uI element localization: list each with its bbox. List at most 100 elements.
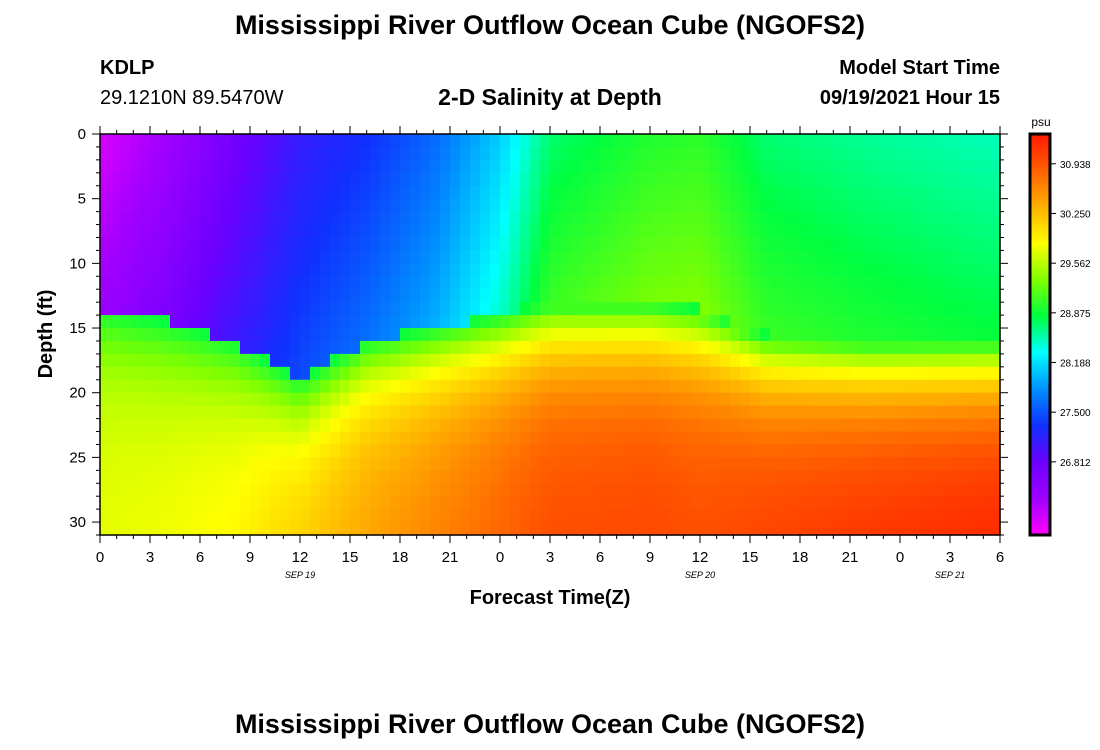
- heatmap-cell: [620, 237, 631, 252]
- heatmap-cell: [770, 496, 781, 510]
- heatmap-cell: [720, 250, 731, 264]
- heatmap-cell: [610, 340, 621, 355]
- heatmap-cell: [370, 159, 381, 174]
- heatmap-cell: [600, 250, 611, 264]
- heatmap-cell: [570, 340, 581, 355]
- heatmap-cell: [690, 159, 701, 174]
- heatmap-cell: [330, 134, 341, 148]
- heatmap-cell: [250, 302, 261, 316]
- heatmap-cell: [940, 457, 951, 471]
- heatmap-cell: [550, 470, 561, 484]
- heatmap-cell: [650, 289, 661, 303]
- x-tick-label: 0: [896, 549, 904, 566]
- heatmap-cell: [550, 340, 561, 355]
- heatmap-cell: [520, 263, 531, 277]
- heatmap-cell: [990, 496, 1001, 510]
- heatmap-cell: [920, 172, 931, 187]
- heatmap-cell: [440, 392, 451, 407]
- heatmap-cell: [590, 340, 601, 355]
- heatmap-cell: [920, 379, 931, 394]
- heatmap-cell: [410, 185, 421, 200]
- heatmap-cell: [100, 224, 111, 239]
- heatmap-cell: [430, 444, 441, 458]
- heatmap-cell: [380, 457, 391, 471]
- heatmap-cell: [690, 457, 701, 471]
- heatmap-cell: [840, 159, 851, 174]
- heatmap-cell: [160, 276, 171, 290]
- heatmap-cell: [940, 392, 951, 407]
- heatmap-cell: [740, 276, 751, 290]
- heatmap-cell: [990, 211, 1001, 226]
- heatmap-cell: [150, 457, 161, 471]
- heatmap-cell: [240, 185, 251, 200]
- heatmap-cell: [690, 302, 701, 316]
- heatmap-cell: [360, 366, 371, 381]
- heatmap-cell: [430, 211, 441, 226]
- heatmap-cell: [820, 315, 831, 329]
- heatmap-cell: [780, 224, 791, 239]
- heatmap-cell: [530, 509, 541, 523]
- heatmap-cell: [980, 159, 991, 174]
- heatmap-cell: [480, 353, 491, 368]
- heatmap-cell: [280, 444, 291, 458]
- heatmap-cell: [240, 470, 251, 484]
- heatmap-cell: [280, 237, 291, 252]
- heatmap-cell: [590, 366, 601, 381]
- heatmap-cell: [290, 302, 301, 316]
- heatmap-cell: [490, 250, 501, 264]
- heatmap-cell: [880, 470, 891, 484]
- heatmap-cell: [480, 509, 491, 523]
- heatmap-cell: [850, 353, 861, 368]
- heatmap-cell: [100, 340, 111, 355]
- heatmap-cell: [210, 276, 221, 290]
- heatmap-cell: [760, 379, 771, 394]
- heatmap-cell: [150, 302, 161, 316]
- heatmap-cell: [430, 185, 441, 200]
- heatmap-cell: [660, 509, 671, 523]
- heatmap-cell: [590, 328, 601, 342]
- heatmap-cell: [560, 431, 571, 446]
- heatmap-cell: [810, 340, 821, 355]
- heatmap-cell: [340, 405, 351, 420]
- heatmap-cell: [850, 134, 861, 148]
- heatmap-cell: [710, 444, 721, 458]
- heatmap-cell: [550, 522, 561, 536]
- heatmap-cell: [790, 340, 801, 355]
- heatmap-cell: [120, 470, 131, 484]
- heatmap-cell: [140, 172, 151, 187]
- heatmap-cell: [690, 146, 701, 161]
- heatmap-cell: [450, 302, 461, 316]
- heatmap-cell: [470, 185, 481, 200]
- heatmap-cell: [650, 134, 661, 148]
- heatmap-cell: [130, 328, 141, 342]
- heatmap-cell: [650, 211, 661, 226]
- heatmap-cell: [790, 353, 801, 368]
- heatmap-cell: [550, 250, 561, 264]
- heatmap-cell: [110, 250, 121, 264]
- heatmap-cell: [490, 418, 501, 433]
- heatmap-cell: [760, 496, 771, 510]
- heatmap-cell: [220, 211, 231, 226]
- heatmap-cell: [510, 340, 521, 355]
- heatmap-cell: [390, 340, 401, 355]
- heatmap-cell: [890, 379, 901, 394]
- heatmap-cell: [280, 470, 291, 484]
- heatmap-cell: [490, 263, 501, 277]
- heatmap-cell: [600, 483, 611, 497]
- heatmap-cell: [670, 172, 681, 187]
- heatmap-cell: [170, 340, 181, 355]
- heatmap-cell: [220, 237, 231, 252]
- heatmap-cell: [310, 431, 321, 446]
- heatmap-cell: [370, 405, 381, 420]
- heatmap-cell: [270, 457, 281, 471]
- heatmap-cell: [190, 276, 201, 290]
- heatmap-cell: [440, 340, 451, 355]
- heatmap-cell: [970, 146, 981, 161]
- heatmap-cell: [830, 457, 841, 471]
- heatmap-cell: [430, 353, 441, 368]
- heatmap-cell: [730, 470, 741, 484]
- heatmap-cell: [280, 289, 291, 303]
- heatmap-cell: [870, 198, 881, 213]
- heatmap-cell: [400, 211, 411, 226]
- heatmap-cell: [630, 457, 641, 471]
